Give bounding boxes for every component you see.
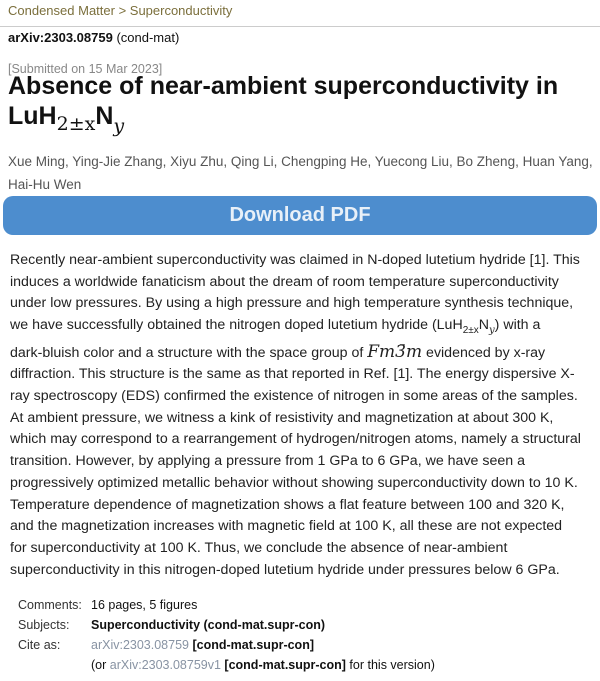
title-line-1: Absence of near-ambient superconductivit… — [8, 72, 559, 100]
abstract-line: we have successfully obtained the nitrog… — [10, 315, 581, 342]
version-link[interactable]: arXiv:2303.08759v1 — [109, 658, 221, 672]
text: dark-bluish color and a structure with t… — [10, 344, 368, 361]
text: N — [478, 317, 490, 334]
arxiv-id: arXiv:2303.08759 — [8, 30, 113, 45]
abstract-line: induces a worldwide fanaticism about the… — [10, 273, 559, 290]
version-category: [cond-mat.supr-con] — [220, 658, 346, 672]
abstract-line: for superconductivity at 100 K. Thus, we… — [10, 539, 508, 556]
abstract-line: progressively optimized metallic behavio… — [10, 474, 578, 491]
paper-title: Absence of near-ambient superconductivit… — [8, 71, 598, 141]
authors[interactable]: Xue Ming, Ying-Jie Zhang, Xiyu Zhu, Qing… — [8, 154, 593, 192]
formula-base: LuH — [8, 102, 57, 130]
abstract-line: Recently near-ambient superconductivity … — [10, 252, 580, 268]
abstract-line: under low pressures. By using a high pre… — [10, 295, 574, 312]
label: Subjects: — [18, 618, 70, 632]
label: Comments: — [18, 598, 82, 612]
arxiv-category: (cond-mat) — [116, 30, 180, 45]
abstract-line: which may correspond to a rearrangement … — [10, 431, 581, 448]
abstract-line: At ambient pressure, we witness a kink o… — [10, 409, 554, 426]
version-row: (or arXiv:2303.08759v1 [cond-mat.supr-co… — [18, 655, 435, 675]
abstract-line: superconductivity in this nitrogen-doped… — [10, 561, 560, 578]
abstract-line: ray spectroscopy (EDS) confirmed the exi… — [10, 388, 578, 405]
text: we have successfully obtained the nitrog… — [10, 317, 463, 334]
cite-category: [cond-mat.supr-con] — [189, 638, 314, 652]
abstract: Recently near-ambient superconductivity … — [10, 250, 581, 581]
text: ) with a — [494, 317, 541, 334]
breadcrumb[interactable]: Condensed Matter > Superconductivity — [8, 3, 233, 18]
subjects-row: Subjects: Superconductivity (cond-mat.sup… — [18, 615, 435, 635]
subjects-value: Superconductivity (cond-mat.supr-con) — [91, 618, 326, 632]
arxiv-id-header: arXiv:2303.08759 (cond-mat) — [8, 30, 179, 45]
metadata-table: Comments: 16 pages, 5 figures Subjects: Su… — [18, 595, 435, 675]
text: (or — [91, 658, 110, 672]
text: for this version) — [345, 658, 435, 672]
comments-value: 16 pages, 5 figures — [91, 598, 198, 612]
cite-link[interactable]: arXiv:2303.08759 — [91, 638, 189, 652]
divider — [0, 26, 600, 27]
text: evidenced by x-ray — [422, 344, 546, 361]
formula-sub: 2±x — [462, 324, 479, 336]
abstract-line: and the magnetization increases with mag… — [10, 518, 563, 535]
space-group: Fm3̄m — [367, 341, 423, 362]
abstract-line: Temperature dependence of magnetization … — [10, 496, 565, 513]
formula-nsub: y — [113, 115, 125, 137]
abstract-line: dark-bluish color and a structure with t… — [10, 342, 581, 365]
label: Cite as: — [18, 638, 61, 652]
title-formula: LuH2±xNy — [8, 101, 598, 141]
formula-sub: 2±x — [56, 113, 96, 135]
comments-row: Comments: 16 pages, 5 figures — [18, 595, 435, 615]
cite-row: Cite as: arXiv:2303.08759 [cond-mat.supr-… — [18, 635, 435, 655]
download-pdf-button[interactable]: Download PDF — [3, 196, 597, 235]
abstract-line: transition. However, by applying a press… — [10, 453, 525, 470]
formula-sub: y — [489, 324, 495, 336]
abstract-line: diffraction. This structure is the same … — [10, 366, 575, 383]
submission-date: [Submitted on 15 Mar 2023] — [8, 62, 163, 76]
formula-n: N — [95, 102, 114, 130]
